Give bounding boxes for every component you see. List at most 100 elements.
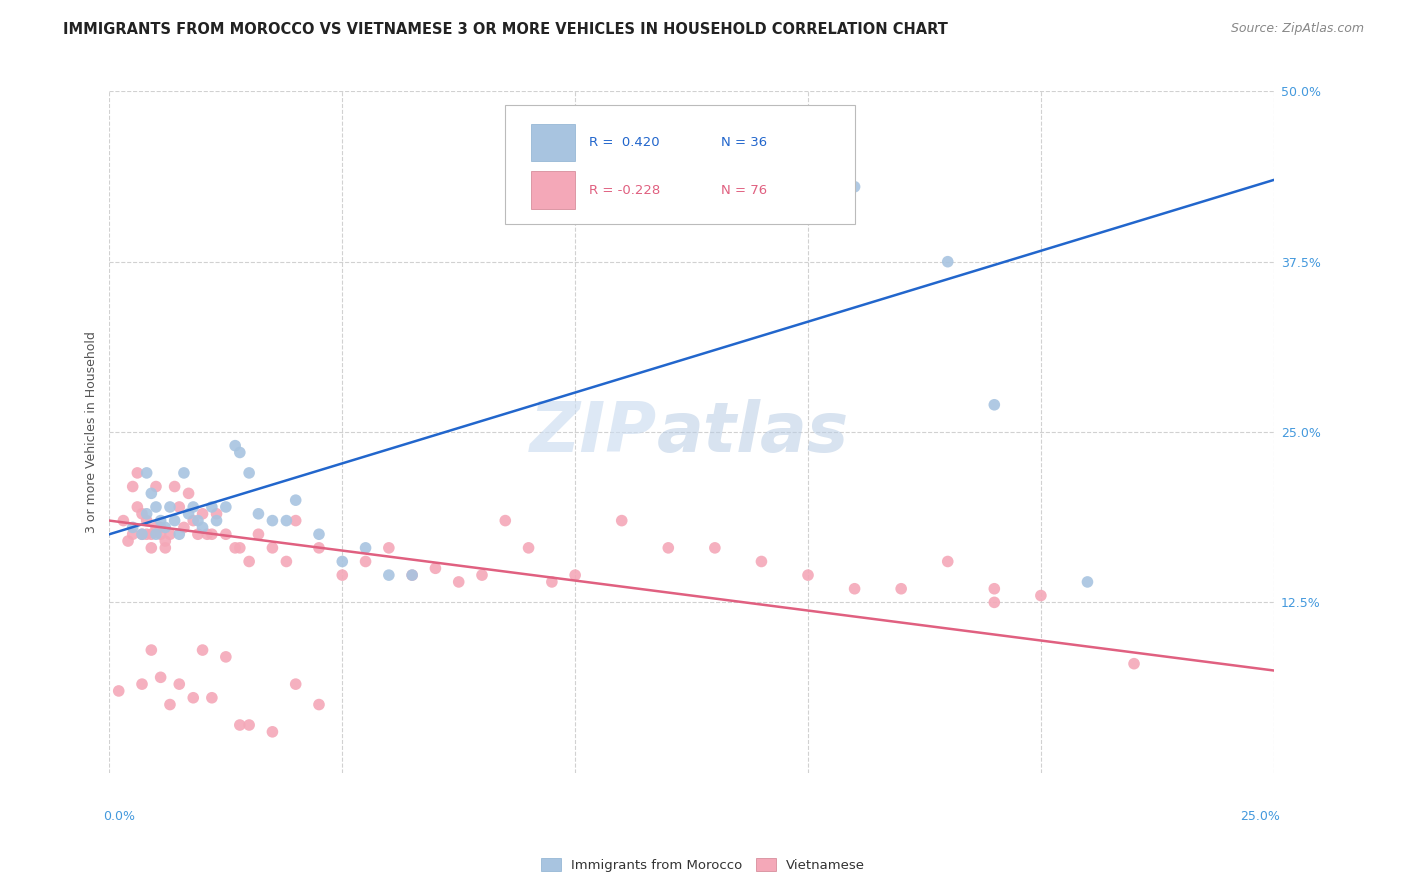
Point [201, 690, 224, 705]
Point [890, 582, 912, 596]
Point [703, 541, 725, 555]
Point [262, 724, 284, 739]
Point [201, 527, 224, 541]
Point [159, 698, 181, 712]
Point [276, 554, 298, 568]
Point [131, 677, 153, 691]
Point [127, 500, 149, 514]
Point [149, 520, 172, 534]
Text: atlas: atlas [657, 399, 849, 466]
Point [983, 582, 1005, 596]
Point [797, 568, 820, 582]
Text: ZIP: ZIP [530, 399, 657, 466]
Point [135, 507, 157, 521]
Point [224, 541, 246, 555]
Point [169, 677, 191, 691]
Point [149, 527, 172, 541]
Point [983, 398, 1005, 412]
Point [215, 500, 238, 514]
Point [215, 649, 238, 664]
Point [169, 500, 191, 514]
Point [205, 514, 228, 528]
Point [141, 527, 163, 541]
Text: R =  0.420: R = 0.420 [589, 136, 659, 149]
Point [149, 514, 172, 528]
Text: N = 76: N = 76 [721, 184, 766, 196]
Point [936, 254, 959, 268]
Point [181, 500, 204, 514]
Point [378, 568, 401, 582]
Point [247, 507, 270, 521]
Point [191, 643, 214, 657]
Text: IMMIGRANTS FROM MOROCCO VS VIETNAMESE 3 OR MORE VEHICLES IN HOUSEHOLD CORRELATIO: IMMIGRANTS FROM MOROCCO VS VIETNAMESE 3 … [63, 22, 948, 37]
Point [145, 527, 167, 541]
Point [229, 541, 252, 555]
Point [308, 541, 330, 555]
Point [187, 514, 209, 528]
Point [145, 500, 167, 514]
Point [107, 684, 129, 698]
Point [517, 541, 540, 555]
Point [751, 554, 773, 568]
Point [149, 670, 172, 684]
Point [163, 514, 186, 528]
Point [205, 507, 228, 521]
Point [936, 554, 959, 568]
Y-axis label: 3 or more Vehicles in Household: 3 or more Vehicles in Household [86, 331, 98, 533]
Point [145, 479, 167, 493]
FancyBboxPatch shape [531, 124, 575, 161]
Point [155, 520, 177, 534]
Point [173, 520, 195, 534]
Point [354, 554, 377, 568]
Point [155, 541, 177, 555]
Text: 25.0%: 25.0% [1240, 810, 1279, 823]
Point [541, 574, 564, 589]
Point [191, 507, 214, 521]
Point [229, 718, 252, 732]
Point [447, 574, 470, 589]
Point [131, 507, 153, 521]
Point [284, 677, 307, 691]
Point [378, 541, 401, 555]
Point [181, 690, 204, 705]
Point [141, 541, 163, 555]
Point [1123, 657, 1146, 671]
Point [159, 527, 181, 541]
Point [1029, 589, 1052, 603]
Point [247, 527, 270, 541]
Point [169, 527, 191, 541]
Point [401, 568, 423, 582]
Point [238, 718, 260, 732]
Point [494, 514, 516, 528]
Legend: Immigrants from Morocco, Vietnamese: Immigrants from Morocco, Vietnamese [541, 858, 865, 872]
FancyBboxPatch shape [505, 105, 855, 224]
Point [262, 541, 284, 555]
Point [983, 595, 1005, 609]
Point [1076, 574, 1098, 589]
Point [177, 507, 200, 521]
Point [308, 527, 330, 541]
Point [610, 514, 633, 528]
Text: N = 36: N = 36 [721, 136, 766, 149]
Point [657, 541, 679, 555]
Point [276, 514, 298, 528]
Text: R = -0.228: R = -0.228 [589, 184, 661, 196]
Point [330, 554, 353, 568]
Point [131, 527, 153, 541]
Point [131, 527, 153, 541]
Point [117, 534, 139, 549]
Point [284, 514, 307, 528]
Point [238, 466, 260, 480]
Point [401, 568, 423, 582]
Point [159, 500, 181, 514]
Point [229, 445, 252, 459]
Point [238, 554, 260, 568]
Point [215, 527, 238, 541]
Point [181, 514, 204, 528]
Point [195, 527, 218, 541]
Point [141, 486, 163, 500]
Point [135, 466, 157, 480]
Point [191, 520, 214, 534]
Point [127, 466, 149, 480]
FancyBboxPatch shape [531, 171, 575, 209]
